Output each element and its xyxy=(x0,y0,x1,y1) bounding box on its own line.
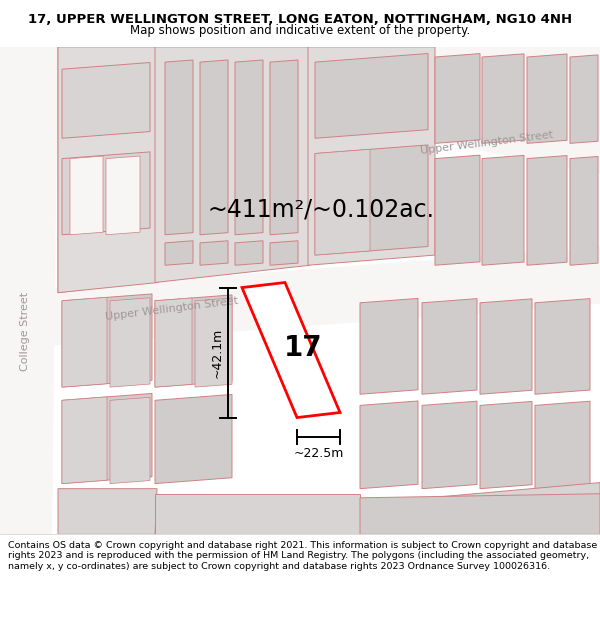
Polygon shape xyxy=(58,489,157,534)
Polygon shape xyxy=(62,152,150,235)
Polygon shape xyxy=(58,47,160,292)
Polygon shape xyxy=(200,60,228,235)
Polygon shape xyxy=(106,156,140,235)
Polygon shape xyxy=(435,54,480,143)
Polygon shape xyxy=(155,298,192,387)
Polygon shape xyxy=(360,482,600,534)
Polygon shape xyxy=(110,398,150,484)
Text: 17, UPPER WELLINGTON STREET, LONG EATON, NOTTINGHAM, NG10 4NH: 17, UPPER WELLINGTON STREET, LONG EATON,… xyxy=(28,13,572,26)
Text: Upper Wellington Street: Upper Wellington Street xyxy=(105,296,239,322)
Polygon shape xyxy=(155,47,310,282)
Polygon shape xyxy=(195,298,232,387)
Polygon shape xyxy=(155,295,232,387)
Polygon shape xyxy=(155,394,232,484)
Text: Map shows position and indicative extent of the property.: Map shows position and indicative extent… xyxy=(130,24,470,36)
Polygon shape xyxy=(270,241,298,265)
Text: Upper Wellington Street: Upper Wellington Street xyxy=(420,130,554,156)
Polygon shape xyxy=(315,149,370,255)
Polygon shape xyxy=(535,401,590,489)
Polygon shape xyxy=(165,60,193,235)
Polygon shape xyxy=(235,241,263,265)
Text: ~42.1m: ~42.1m xyxy=(211,328,224,378)
Text: 17: 17 xyxy=(284,334,322,362)
Polygon shape xyxy=(242,282,340,418)
Polygon shape xyxy=(535,299,590,394)
Polygon shape xyxy=(155,494,360,534)
Polygon shape xyxy=(0,47,58,534)
Polygon shape xyxy=(200,241,228,265)
Polygon shape xyxy=(360,298,418,394)
Polygon shape xyxy=(165,241,193,265)
Polygon shape xyxy=(480,401,532,489)
Polygon shape xyxy=(482,54,524,143)
Polygon shape xyxy=(0,247,600,349)
Polygon shape xyxy=(482,156,524,265)
Polygon shape xyxy=(480,299,532,394)
Text: Contains OS data © Crown copyright and database right 2021. This information is : Contains OS data © Crown copyright and d… xyxy=(8,541,598,571)
Polygon shape xyxy=(360,494,600,534)
Polygon shape xyxy=(435,155,480,265)
Polygon shape xyxy=(62,298,107,387)
Polygon shape xyxy=(70,156,103,235)
Polygon shape xyxy=(62,62,150,138)
Text: ~22.5m: ~22.5m xyxy=(293,447,344,460)
Polygon shape xyxy=(422,401,477,489)
Polygon shape xyxy=(527,54,567,143)
Polygon shape xyxy=(62,397,107,484)
Polygon shape xyxy=(235,60,263,235)
Polygon shape xyxy=(527,156,567,265)
Polygon shape xyxy=(422,299,477,394)
Polygon shape xyxy=(58,47,158,292)
Polygon shape xyxy=(290,47,600,174)
Polygon shape xyxy=(62,294,152,387)
Text: College Street: College Street xyxy=(20,292,30,371)
Polygon shape xyxy=(570,156,598,265)
Polygon shape xyxy=(110,298,150,387)
Polygon shape xyxy=(315,145,428,255)
Text: ~411m²/~0.102ac.: ~411m²/~0.102ac. xyxy=(207,198,434,221)
Polygon shape xyxy=(360,401,418,489)
Polygon shape xyxy=(570,55,598,143)
Polygon shape xyxy=(308,47,435,265)
Polygon shape xyxy=(270,60,298,235)
Polygon shape xyxy=(62,394,152,484)
Polygon shape xyxy=(315,54,428,138)
